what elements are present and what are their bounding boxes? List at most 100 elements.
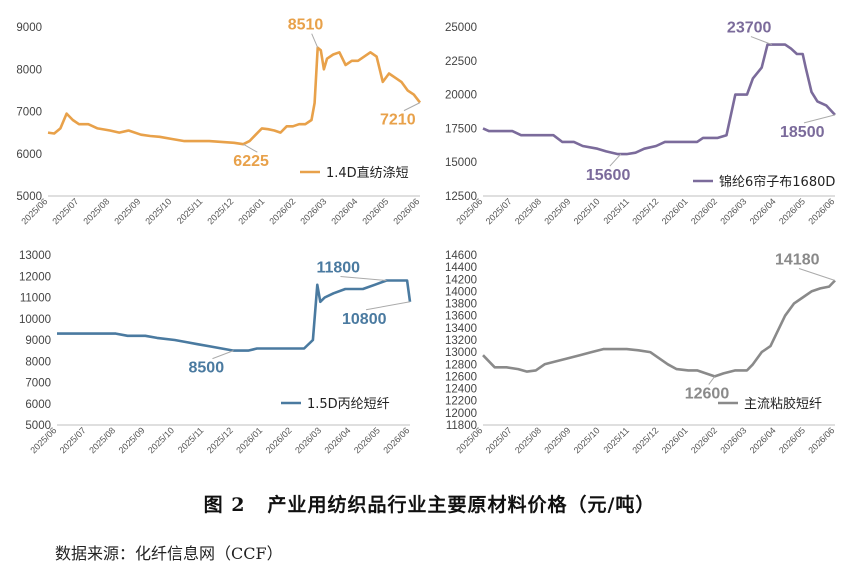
x-tick-label: 2026/03 bbox=[718, 196, 748, 226]
x-tick-label: 2026/02 bbox=[264, 425, 294, 455]
x-tick-label: 2026/01 bbox=[660, 196, 690, 226]
y-tick-label: 12000 bbox=[19, 271, 51, 283]
y-tick-label: 12400 bbox=[445, 384, 477, 396]
x-tick-label: 2026/01 bbox=[660, 425, 690, 455]
y-tick-label: 7000 bbox=[25, 378, 51, 390]
figure-number: 图 2 bbox=[203, 494, 246, 516]
y-tick-label: 12800 bbox=[445, 359, 477, 371]
legend: 1.4D直纺涤短 bbox=[300, 166, 409, 181]
x-tick-label: 2026/05 bbox=[777, 425, 807, 455]
legend: 锦纶6帘子布1680D bbox=[693, 174, 835, 190]
figure-title: 产业用纺织品行业主要原材料价格（元/吨） bbox=[267, 494, 656, 516]
y-tick-label: 14200 bbox=[445, 274, 477, 286]
y-tick-label: 22500 bbox=[445, 56, 477, 68]
annotation-label: 8500 bbox=[189, 360, 225, 377]
x-tick-label: 2025/12 bbox=[205, 196, 235, 226]
y-tick-label: 14600 bbox=[445, 250, 477, 262]
y-tick-label: 5000 bbox=[25, 420, 51, 432]
series-line bbox=[57, 279, 412, 352]
y-tick-label: 6000 bbox=[16, 149, 42, 161]
legend: 1.5D丙纶短纤 bbox=[281, 397, 390, 412]
x-tick-label: 2025/08 bbox=[87, 425, 117, 455]
series-line bbox=[47, 46, 422, 146]
x-tick-label: 2026/03 bbox=[293, 425, 323, 455]
y-tick-label: 13200 bbox=[445, 335, 477, 347]
y-tick-label: 17500 bbox=[445, 123, 477, 135]
legend-label: 1.4D直纺涤短 bbox=[326, 166, 409, 181]
annotation-label: 11800 bbox=[316, 260, 360, 277]
annotation-label: 7210 bbox=[380, 112, 416, 129]
annotation-leader bbox=[609, 153, 622, 167]
x-tick-label: 2025/10 bbox=[143, 196, 173, 226]
x-tick-label: 2026/05 bbox=[360, 196, 390, 226]
annotation-leader bbox=[311, 33, 319, 48]
x-tick-label: 2026/06 bbox=[391, 196, 421, 226]
annotation-leader bbox=[798, 268, 836, 281]
x-tick-label: 2025/07 bbox=[484, 196, 514, 226]
y-tick-label: 13000 bbox=[19, 250, 51, 262]
y-tick-label: 7000 bbox=[16, 107, 42, 119]
legend-label: 锦纶6帘子布1680D bbox=[719, 174, 835, 190]
y-tick-label: 6000 bbox=[25, 399, 51, 411]
x-tick-label: 2025/10 bbox=[146, 425, 176, 455]
annotation-label: 23700 bbox=[727, 20, 772, 37]
x-tick-label: 2025/11 bbox=[601, 425, 631, 455]
x-tick-label: 2025/07 bbox=[58, 425, 88, 455]
y-tick-label: 13000 bbox=[445, 347, 477, 359]
x-tick-label: 2026/04 bbox=[329, 196, 359, 226]
x-tick-label: 2025/12 bbox=[205, 425, 235, 455]
annotation-leader bbox=[212, 350, 234, 360]
annotation-label: 12600 bbox=[685, 385, 730, 402]
legend-label: 主流粘胶短纤 bbox=[744, 396, 822, 412]
annotation-leader bbox=[708, 376, 716, 385]
x-tick-label: 2026/03 bbox=[718, 425, 748, 455]
figure-caption: 图 2 产业用纺织品行业主要原材料价格（元/吨） bbox=[0, 490, 859, 517]
x-tick-label: 2026/06 bbox=[806, 425, 836, 455]
chart-panel-4: 1180012000122001240012600128001300013200… bbox=[445, 250, 836, 455]
x-tick-label: 2025/10 bbox=[572, 196, 602, 226]
series-line bbox=[482, 43, 836, 156]
y-tick-label: 13600 bbox=[445, 311, 477, 323]
x-tick-label: 2026/04 bbox=[322, 425, 352, 455]
x-tick-label: 2025/08 bbox=[81, 196, 111, 226]
x-tick-label: 2025/07 bbox=[50, 196, 80, 226]
x-tick-label: 2025/09 bbox=[112, 196, 142, 226]
x-tick-label: 2025/11 bbox=[175, 196, 205, 226]
annotation-label: 14180 bbox=[775, 252, 820, 269]
x-tick-label: 2025/09 bbox=[542, 196, 572, 226]
x-tick-label: 2026/05 bbox=[352, 425, 382, 455]
x-tick-label: 2025/12 bbox=[630, 425, 660, 455]
x-tick-label: 2025/09 bbox=[542, 425, 572, 455]
x-tick-label: 2025/07 bbox=[484, 425, 514, 455]
annotation-leader bbox=[340, 276, 387, 281]
y-tick-label: 25000 bbox=[445, 22, 477, 34]
y-tick-label: 12200 bbox=[445, 396, 477, 408]
y-tick-label: 5000 bbox=[16, 191, 42, 203]
annotation-leader bbox=[365, 301, 411, 311]
x-tick-label: 2026/04 bbox=[748, 196, 778, 226]
y-tick-label: 8000 bbox=[25, 356, 51, 368]
annotation-leader bbox=[243, 143, 258, 153]
x-tick-label: 2026/03 bbox=[298, 196, 328, 226]
y-tick-label: 11800 bbox=[446, 420, 477, 432]
series-line bbox=[482, 279, 836, 378]
y-tick-label: 13800 bbox=[445, 299, 477, 311]
y-tick-label: 12600 bbox=[445, 371, 477, 383]
x-tick-label: 2026/06 bbox=[806, 196, 836, 226]
annotation-leader bbox=[750, 36, 773, 46]
x-tick-label: 2026/01 bbox=[236, 196, 266, 226]
annotation-label: 10800 bbox=[342, 311, 387, 328]
y-tick-label: 10000 bbox=[19, 314, 51, 326]
x-tick-label: 2026/02 bbox=[267, 196, 297, 226]
x-tick-label: 2025/09 bbox=[117, 425, 147, 455]
annotation-label: 6225 bbox=[233, 153, 269, 170]
y-tick-label: 12000 bbox=[445, 408, 477, 420]
chart-panel-3: 5000 6000 7000 8000 9000 10000 11000 12000 13000… bbox=[19, 250, 411, 455]
annotation-label: 15600 bbox=[586, 167, 631, 184]
y-tick-label: 13400 bbox=[445, 323, 477, 335]
annotation-leader bbox=[803, 114, 836, 124]
x-tick-label: 2026/02 bbox=[689, 425, 719, 455]
